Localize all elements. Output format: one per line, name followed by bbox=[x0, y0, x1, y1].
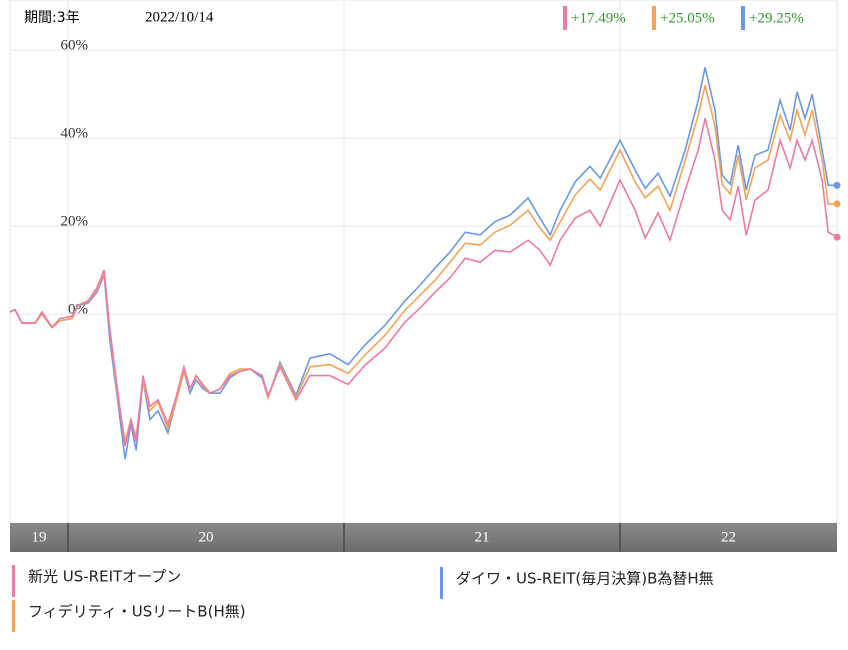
end-dot bbox=[833, 233, 841, 241]
end-dot bbox=[833, 181, 841, 189]
period-label: 期間:3年 bbox=[24, 10, 80, 26]
y-tick-label: 20% bbox=[61, 214, 89, 230]
legend-swatch bbox=[12, 600, 15, 632]
legend-swatch bbox=[741, 6, 745, 30]
change-label: +25.05% bbox=[660, 10, 715, 26]
x-tick-label: 20 bbox=[198, 529, 213, 545]
legend-swatch bbox=[652, 6, 656, 30]
legend-swatch bbox=[440, 567, 443, 599]
legend-label: フィデリティ・USリートB(H無) bbox=[28, 603, 246, 621]
legend-swatch bbox=[563, 6, 567, 30]
date-label: 2022/10/14 bbox=[145, 9, 214, 25]
x-axis-band bbox=[10, 523, 837, 552]
legend-label: ダイワ・US-REIT(毎月決算)B為替H無 bbox=[456, 570, 714, 588]
legend-label: 新光 US-REITオープン bbox=[28, 568, 181, 586]
x-tick-label: 22 bbox=[721, 529, 736, 545]
series-line bbox=[9, 118, 838, 447]
change-label: +29.25% bbox=[749, 10, 804, 26]
y-tick-label: 40% bbox=[61, 126, 89, 142]
end-dot bbox=[833, 200, 841, 208]
legend-swatch bbox=[12, 565, 15, 597]
x-tick-label: 19 bbox=[31, 529, 46, 545]
plot-area bbox=[9, 0, 838, 524]
x-tick-label: 21 bbox=[475, 529, 490, 545]
y-tick-label: 60% bbox=[61, 38, 89, 54]
change-label: +17.49% bbox=[571, 10, 626, 26]
